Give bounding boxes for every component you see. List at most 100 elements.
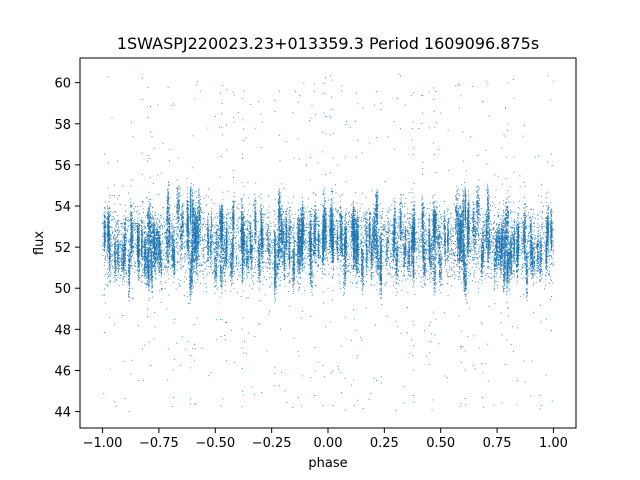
data-point <box>409 238 410 239</box>
data-point <box>394 231 395 232</box>
data-point <box>261 217 262 218</box>
data-point <box>262 242 263 243</box>
data-point <box>234 219 235 220</box>
data-point <box>198 265 199 266</box>
data-point <box>513 351 514 352</box>
data-point <box>161 263 162 264</box>
data-point <box>525 259 526 260</box>
data-point <box>422 208 423 209</box>
data-point <box>494 265 495 266</box>
data-point <box>247 265 248 266</box>
data-point <box>261 216 262 217</box>
data-point <box>431 219 432 220</box>
data-point <box>260 231 261 232</box>
data-point <box>246 255 247 256</box>
data-point <box>246 251 247 252</box>
data-point <box>408 250 409 251</box>
data-point <box>142 245 143 246</box>
data-point <box>392 232 393 233</box>
data-point <box>325 243 326 244</box>
data-point <box>231 257 232 258</box>
data-point <box>457 235 458 236</box>
data-point <box>246 258 247 259</box>
data-point <box>461 252 462 253</box>
data-point <box>462 247 463 248</box>
data-point <box>280 246 281 247</box>
data-point <box>246 242 247 243</box>
data-point <box>489 234 490 235</box>
data-point <box>132 360 133 361</box>
data-point <box>167 235 168 236</box>
data-point <box>421 95 422 96</box>
data-point <box>330 204 331 205</box>
data-point <box>168 251 169 252</box>
data-point <box>422 249 423 250</box>
data-point <box>246 265 247 266</box>
data-point <box>142 275 143 276</box>
data-point <box>141 217 142 218</box>
data-point <box>395 230 396 231</box>
data-point <box>159 227 160 228</box>
data-point <box>513 172 514 173</box>
data-point <box>514 233 515 234</box>
data-point <box>431 269 432 270</box>
data-point <box>222 256 223 257</box>
data-point <box>461 269 462 270</box>
data-point <box>462 234 463 235</box>
data-point <box>130 215 131 216</box>
data-point <box>141 234 142 235</box>
data-point <box>430 277 431 278</box>
data-point <box>281 251 282 252</box>
data-point <box>243 140 244 141</box>
data-point <box>223 248 224 249</box>
data-point <box>325 77 326 78</box>
data-point <box>423 235 424 236</box>
data-point <box>407 293 408 294</box>
data-point <box>131 225 132 226</box>
data-point <box>351 220 352 221</box>
data-point <box>246 275 247 276</box>
data-point <box>194 255 195 256</box>
data-point <box>160 238 161 239</box>
data-point <box>225 263 226 264</box>
data-point <box>260 215 261 216</box>
data-point <box>393 258 394 259</box>
data-point <box>394 243 395 244</box>
data-point <box>245 248 246 249</box>
data-point <box>131 374 132 375</box>
data-point <box>199 244 200 245</box>
data-point <box>330 210 331 211</box>
data-point <box>422 222 423 223</box>
data-point <box>408 252 409 253</box>
data-point <box>233 251 234 252</box>
data-point <box>166 254 167 255</box>
data-point <box>131 258 132 259</box>
data-point <box>457 228 458 229</box>
data-point <box>393 222 394 223</box>
data-point <box>489 256 490 257</box>
data-point <box>428 228 429 229</box>
data-point <box>409 253 410 254</box>
data-point <box>159 229 160 230</box>
data-point <box>524 229 525 230</box>
data-point <box>142 244 143 245</box>
data-point <box>166 242 167 243</box>
data-point <box>278 273 279 274</box>
data-point <box>193 246 194 247</box>
data-point <box>161 268 162 269</box>
data-point <box>260 205 261 206</box>
data-point <box>408 245 409 246</box>
data-point <box>198 247 199 248</box>
data-point <box>131 206 132 207</box>
data-point <box>422 113 423 114</box>
data-point <box>488 237 489 238</box>
data-point <box>407 263 408 264</box>
data-point <box>224 273 225 274</box>
data-point <box>376 261 377 262</box>
data-point <box>524 236 525 237</box>
data-point <box>525 255 526 256</box>
data-point <box>248 264 249 265</box>
data-point <box>225 252 226 253</box>
data-point <box>395 198 396 199</box>
data-point <box>241 204 242 205</box>
